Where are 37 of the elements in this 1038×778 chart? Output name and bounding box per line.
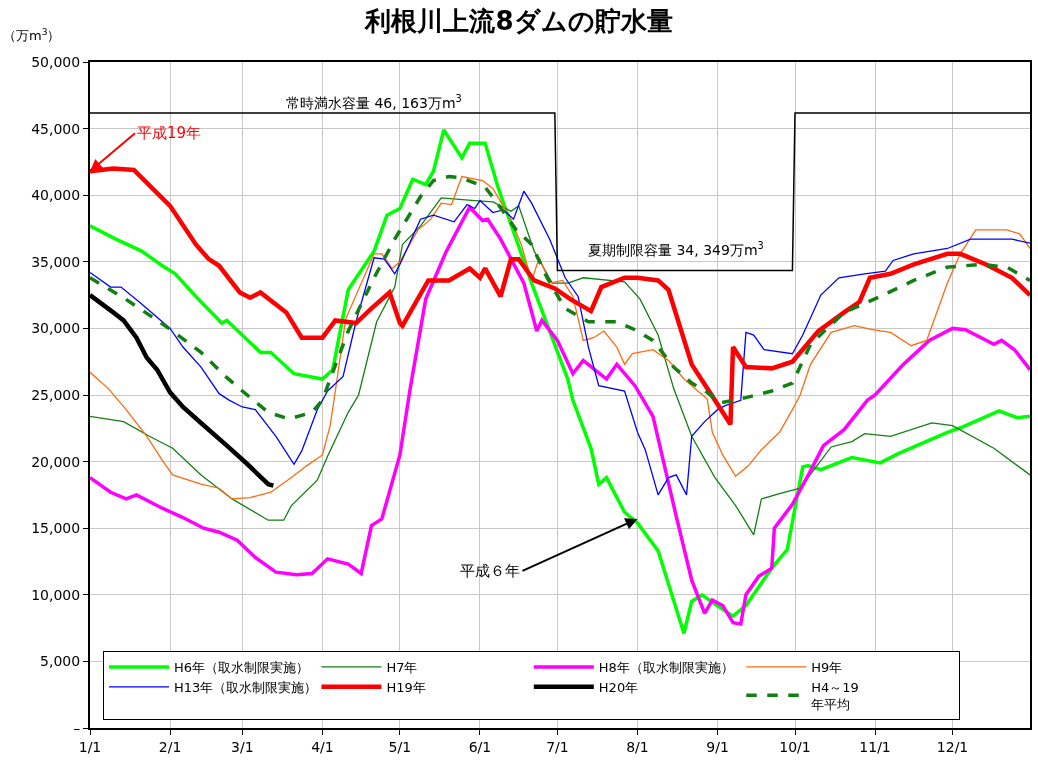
x-tick-label: 5/1 bbox=[388, 738, 412, 755]
y-tick-label: 40,000 bbox=[31, 187, 81, 204]
y-tick-label: 15,000 bbox=[31, 520, 81, 537]
y-tick-label: 50,000 bbox=[31, 53, 81, 70]
x-tick-label: 11/1 bbox=[859, 738, 891, 755]
y-tick-label: 20,000 bbox=[31, 453, 81, 470]
legend-label: H7年 bbox=[386, 660, 418, 676]
legend-label: H19年 bbox=[386, 679, 426, 695]
x-tick-label: 2/1 bbox=[158, 738, 182, 755]
x-tick-label: 4/1 bbox=[311, 738, 334, 755]
annotation: 平成６年 bbox=[460, 562, 520, 580]
legend-label: H13年（取水制限実施） bbox=[174, 679, 318, 695]
y-tick-label: 25,000 bbox=[31, 386, 81, 403]
x-tick-label: 8/1 bbox=[626, 738, 649, 755]
x-tick-label: 1/1 bbox=[78, 738, 102, 755]
y-tick-label: 30,000 bbox=[31, 320, 81, 337]
chart-title: 利根川上流8ダムの貯水量 bbox=[364, 5, 673, 36]
legend-label: H6年（取水制限実施） bbox=[174, 660, 310, 676]
legend-label: H20年 bbox=[598, 679, 639, 695]
x-tick-label: 12/1 bbox=[936, 738, 969, 755]
x-tick-label: 7/1 bbox=[546, 738, 569, 755]
annotation: 常時満水容量 46, 163万m$^{3}$ bbox=[286, 93, 462, 111]
x-tick-label: 9/1 bbox=[706, 738, 729, 755]
annotation: 平成19年 bbox=[137, 124, 202, 142]
y-tick-label: 10,000 bbox=[31, 586, 81, 603]
annotation: 夏期制限容量 34, 349万m$^{3}$ bbox=[588, 240, 764, 258]
y-tick-label: – bbox=[73, 719, 81, 736]
y-tick-label: 5,000 bbox=[40, 653, 81, 670]
x-tick-label: 10/1 bbox=[779, 738, 811, 755]
legend-label: H8年（取水制限実施） bbox=[598, 660, 734, 676]
y-tick-label: 45,000 bbox=[31, 120, 81, 137]
legend-label: H4～19 年平均 bbox=[811, 679, 859, 712]
x-tick-label: 6/1 bbox=[468, 738, 492, 755]
y-tick-label: 35,000 bbox=[31, 253, 81, 270]
legend-label: H9年 bbox=[811, 660, 843, 676]
x-tick-label: 3/1 bbox=[231, 738, 254, 755]
y-axis-title: （万m$^{3}$） bbox=[3, 27, 61, 44]
